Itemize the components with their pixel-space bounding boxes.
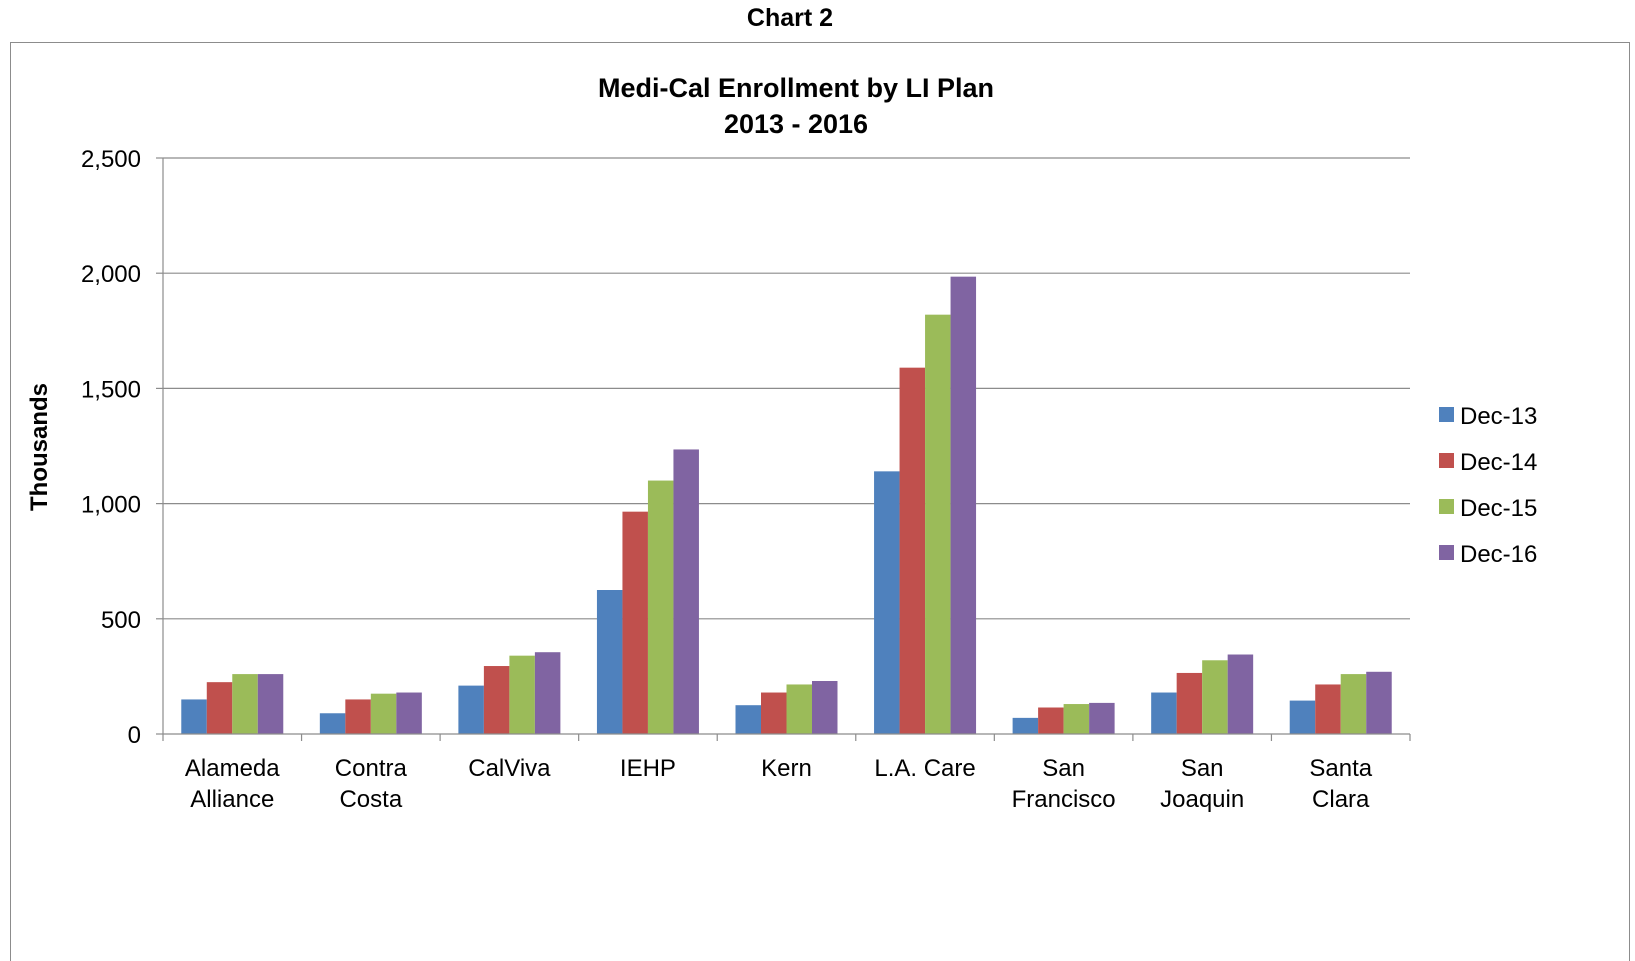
page-heading: Chart 2 [746, 4, 834, 32]
legend-label: Dec-15 [1460, 495, 1537, 522]
bar [345, 699, 371, 734]
bar [1366, 671, 1392, 734]
bar [396, 692, 422, 734]
x-tick-label: Contra Costa [335, 755, 408, 813]
bar [812, 681, 838, 734]
x-tick-label: Santa Clara [1309, 755, 1372, 813]
legend-swatch [1439, 407, 1454, 422]
bar [1038, 707, 1064, 734]
bar [1340, 674, 1367, 734]
bar [761, 692, 787, 734]
bar [1227, 654, 1254, 734]
x-tick-label: IEHP [620, 755, 676, 782]
y-tick-label: 2,000 [81, 261, 141, 288]
bar [673, 449, 699, 734]
bar [319, 713, 346, 734]
bar [483, 666, 510, 734]
bar [458, 685, 484, 734]
legend-label: Dec-13 [1460, 403, 1537, 430]
bar [534, 652, 561, 734]
bar [509, 655, 535, 734]
bar [596, 590, 623, 734]
bar [1089, 702, 1115, 734]
bar [899, 367, 926, 734]
bar [1202, 660, 1228, 734]
bar [1176, 672, 1203, 734]
y-tick-labels: 0 500 1,000 1,500 2,000 2,500 [81, 146, 141, 749]
bar [622, 511, 648, 734]
chart-subtitle: 2013 - 2016 [724, 109, 868, 139]
y-tick-label: 1,500 [81, 376, 141, 403]
bar [232, 674, 258, 734]
bar [1063, 704, 1090, 734]
bar [1151, 692, 1177, 734]
chart-frame [10, 42, 1630, 961]
bar [1012, 717, 1039, 734]
x-tick-label: Kern [761, 755, 812, 782]
bar [735, 705, 761, 734]
bar [181, 699, 207, 734]
x-tick-label: San Francisco [1012, 755, 1116, 813]
x-tick-labels: Alameda Alliance Contra Costa CalViva IEHP Ker… [185, 755, 1373, 813]
bar [370, 693, 397, 734]
x-tick-label: Alameda Alliance [185, 755, 280, 813]
axes [162, 158, 1411, 741]
y-tick-label: 2,500 [81, 146, 141, 173]
bars [181, 276, 1392, 734]
bar [206, 682, 233, 734]
legend-swatch [1439, 453, 1454, 468]
legend: Dec-13 Dec-14 Dec-15 Dec-16 [1439, 403, 1537, 568]
gridlines [156, 157, 1410, 735]
bar [925, 314, 951, 734]
x-tick-label: San Joaquin [1160, 755, 1244, 813]
bar [786, 684, 812, 734]
y-tick-label: 1,000 [81, 492, 141, 519]
legend-label: Dec-16 [1460, 541, 1537, 568]
bar [647, 480, 674, 734]
x-tick-label: L.A. Care [874, 755, 975, 782]
bar [257, 674, 284, 734]
y-tick-label: 500 [101, 607, 141, 634]
bar [1315, 684, 1341, 734]
chart-title: Medi-Cal Enrollment by LI Plan [598, 73, 994, 103]
bar [950, 276, 977, 734]
legend-swatch [1439, 545, 1454, 560]
bar [874, 471, 900, 734]
y-axis-label: Thousands [26, 383, 53, 511]
y-tick-label: 0 [128, 722, 141, 749]
legend-label: Dec-14 [1460, 449, 1537, 476]
legend-swatch [1439, 499, 1454, 514]
x-tick-label: CalViva [468, 755, 551, 782]
bar [1289, 700, 1316, 734]
